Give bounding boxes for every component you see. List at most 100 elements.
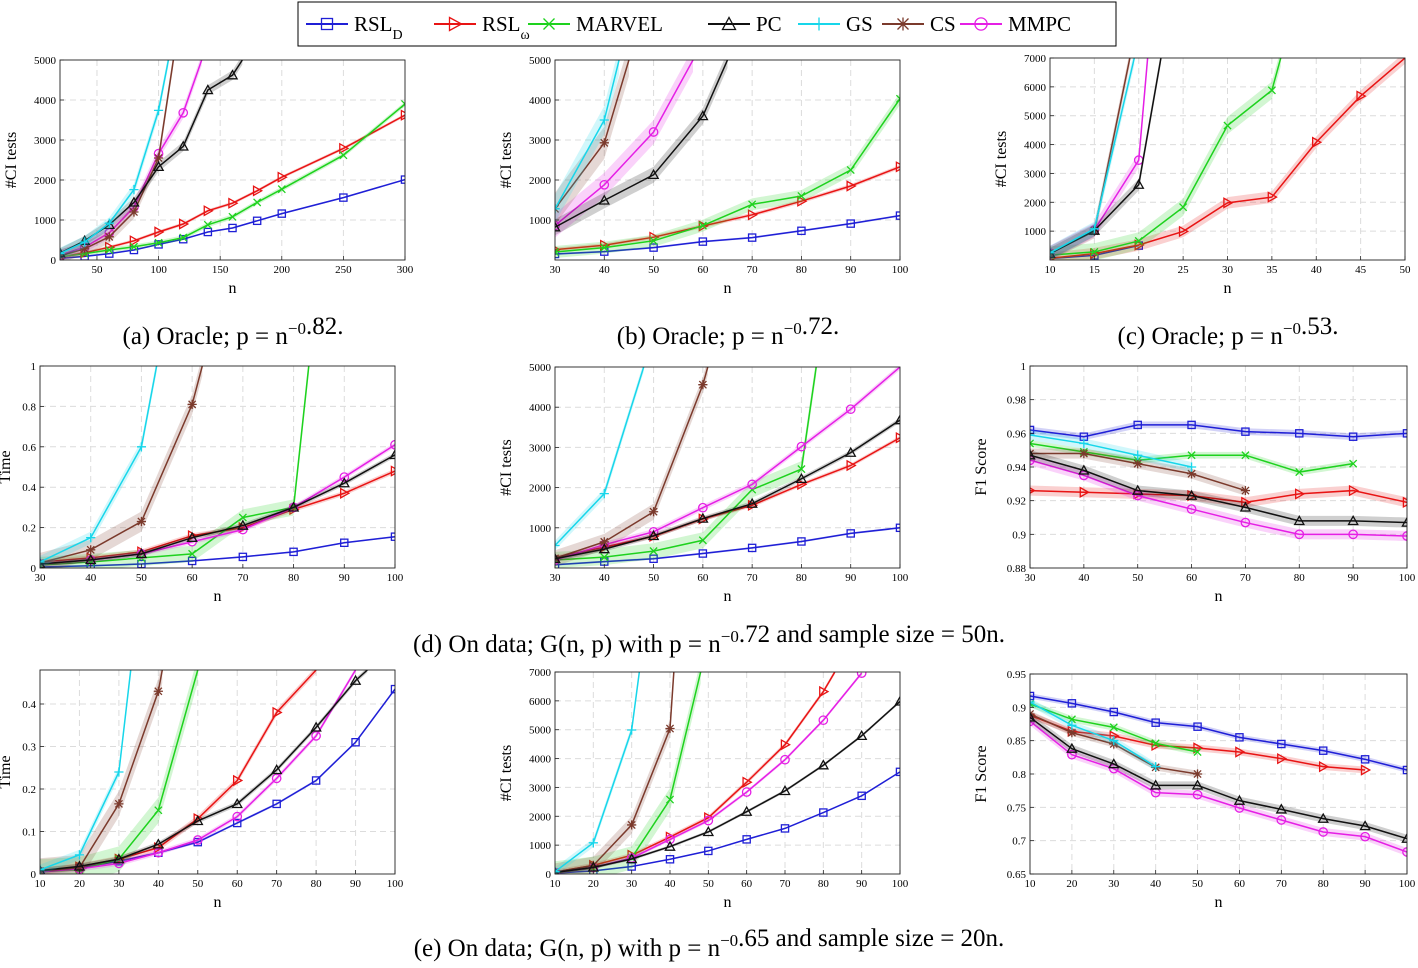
marker-mmpc (178, 107, 189, 118)
marker-rslw (1235, 746, 1246, 758)
series-pc (555, 414, 900, 564)
legend-marker-gs (812, 17, 826, 31)
marker-rsld (1109, 707, 1119, 717)
marker-rsld (277, 209, 287, 218)
marker-gs (153, 105, 164, 115)
tick-label-y: 5000 (34, 55, 57, 67)
marker-pc (697, 512, 709, 523)
legend-marker-rsld (320, 17, 334, 31)
band-gs (1030, 698, 1156, 771)
tick-label-x: 70 (271, 878, 283, 890)
marker-rsld (252, 216, 262, 226)
marker-cs (1067, 728, 1077, 738)
marker-rsld (340, 538, 349, 548)
marker-rsld (1402, 429, 1407, 438)
tick-label-y: 4000 (529, 754, 552, 766)
x-axis-label: n (724, 894, 732, 911)
line-rsld (555, 527, 900, 566)
tick-label-x: 60 (1234, 878, 1246, 890)
tick-label-y: 6000 (529, 696, 552, 708)
tick-label-y: 0.88 (1007, 563, 1027, 575)
marker-rsld (797, 226, 806, 236)
band-cs (555, 367, 708, 567)
series-gs (40, 670, 132, 874)
series-gs (555, 60, 620, 223)
marker-marvel (400, 99, 405, 109)
tick-label-x: 35 (1266, 264, 1278, 276)
marker-cs (665, 723, 675, 734)
marker-gs (555, 204, 560, 214)
line-rslw (555, 672, 836, 873)
marker-pc (647, 529, 660, 541)
series-cs (555, 60, 630, 225)
marker-pc (152, 838, 165, 849)
line-mmpc (40, 670, 357, 873)
marker-marvel (1067, 715, 1076, 724)
tick-label-y: 4000 (1024, 140, 1047, 152)
tick-label-y: 5000 (529, 725, 552, 737)
tick-label-x: 50 (648, 264, 660, 276)
tick-label-y: 0 (31, 869, 37, 881)
marker-pc (1401, 516, 1407, 527)
tick-label-x: 10 (1045, 264, 1057, 276)
tick-label-y: 4000 (529, 95, 552, 107)
marker-mmpc (780, 754, 790, 765)
tick-label-x: 60 (232, 878, 244, 890)
tick-label-y: 2000 (529, 175, 552, 187)
marker-rsld (228, 223, 237, 233)
marker-rslw (1312, 136, 1323, 148)
tick-label-x: 30 (550, 264, 562, 276)
marker-rslw (1318, 760, 1330, 773)
series-marvel (60, 99, 405, 260)
marker-gs (555, 540, 560, 551)
series-mmpc (40, 670, 357, 874)
marker-rsld (895, 211, 900, 220)
tick-label-y: 0.7 (1012, 836, 1026, 848)
marker-gs (555, 867, 560, 874)
marker-gs (1050, 248, 1055, 258)
tick-label-y: 3000 (529, 442, 552, 454)
y-axis-label: #CI tests (498, 745, 515, 801)
marker-marvel (1187, 451, 1196, 460)
series-group (555, 672, 900, 874)
marker-cs (1133, 459, 1143, 469)
tick-label-x: 10 (1025, 878, 1037, 890)
tick-label-x: 50 (1132, 572, 1144, 584)
marker-cs (114, 799, 124, 809)
tick-label-x: 100 (1399, 572, 1416, 584)
series-cs (40, 670, 164, 874)
chart-d2: 30 40 50 60 70 80 90 100 1000 2000 3000 4000 5000 n #C… (498, 362, 909, 605)
tick-label-x: 90 (845, 264, 857, 276)
marker-mmpc (1360, 831, 1370, 842)
marker-rslw (272, 706, 283, 719)
band-mmpc (1050, 58, 1148, 260)
tick-label-y: 3000 (529, 782, 552, 794)
tick-label-x: 10 (35, 878, 47, 890)
marker-rslw (1360, 764, 1372, 776)
series-gs (1030, 429, 1197, 473)
tick-label-x: 70 (237, 572, 249, 584)
marker-gs (1133, 450, 1143, 460)
marker-pc (1108, 758, 1120, 769)
series-rsld (1030, 691, 1407, 775)
marker-cs (698, 380, 708, 390)
tick-label-x: 40 (1078, 572, 1090, 584)
marker-gs (104, 218, 114, 228)
tick-label-x: 20 (74, 878, 86, 890)
band-gs (40, 366, 157, 568)
line-mmpc (555, 60, 694, 227)
marker-rsld (178, 234, 188, 244)
marker-pc (237, 519, 249, 530)
legend-label-cs: CS (930, 12, 956, 36)
caption-e: (e) On data; G(n, p) with p = n−0.65 and… (414, 925, 1005, 962)
line-gs (60, 60, 170, 255)
marker-rslw (1134, 239, 1145, 251)
marker-pc (177, 140, 189, 151)
marker-rslw (742, 776, 753, 788)
legend-label-pc: PC (756, 12, 782, 36)
series-gs (40, 366, 158, 568)
legend-label-mmpc: MMPC (1008, 12, 1071, 36)
marker-rslw (252, 185, 264, 197)
tick-label-x: 20 (588, 878, 600, 890)
